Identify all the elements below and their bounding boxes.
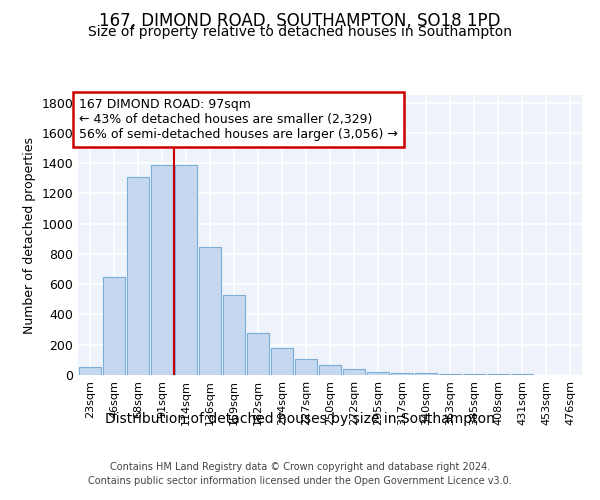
- Bar: [415, 373, 437, 375]
- Text: Contains HM Land Registry data © Crown copyright and database right 2024.: Contains HM Land Registry data © Crown c…: [110, 462, 490, 472]
- Bar: [295, 359, 317, 375]
- Text: Contains public sector information licensed under the Open Government Licence v3: Contains public sector information licen…: [88, 476, 512, 486]
- Bar: [175, 166, 197, 375]
- Text: Size of property relative to detached houses in Southampton: Size of property relative to detached ho…: [88, 25, 512, 39]
- Bar: [271, 348, 293, 375]
- Text: Distribution of detached houses by size in Southampton: Distribution of detached houses by size …: [105, 412, 495, 426]
- Bar: [439, 374, 461, 375]
- Bar: [487, 374, 509, 375]
- Bar: [151, 166, 173, 375]
- Bar: [103, 278, 125, 375]
- Bar: [511, 374, 533, 375]
- Bar: [343, 369, 365, 375]
- Bar: [127, 176, 149, 375]
- Bar: [247, 332, 269, 375]
- Text: 167 DIMOND ROAD: 97sqm
← 43% of detached houses are smaller (2,329)
56% of semi-: 167 DIMOND ROAD: 97sqm ← 43% of detached…: [79, 98, 398, 141]
- Y-axis label: Number of detached properties: Number of detached properties: [23, 136, 36, 334]
- Bar: [223, 295, 245, 375]
- Bar: [319, 365, 341, 375]
- Bar: [79, 368, 101, 375]
- Bar: [463, 374, 485, 375]
- Bar: [391, 372, 413, 375]
- Bar: [367, 372, 389, 375]
- Text: 167, DIMOND ROAD, SOUTHAMPTON, SO18 1PD: 167, DIMOND ROAD, SOUTHAMPTON, SO18 1PD: [99, 12, 501, 30]
- Bar: [199, 247, 221, 375]
